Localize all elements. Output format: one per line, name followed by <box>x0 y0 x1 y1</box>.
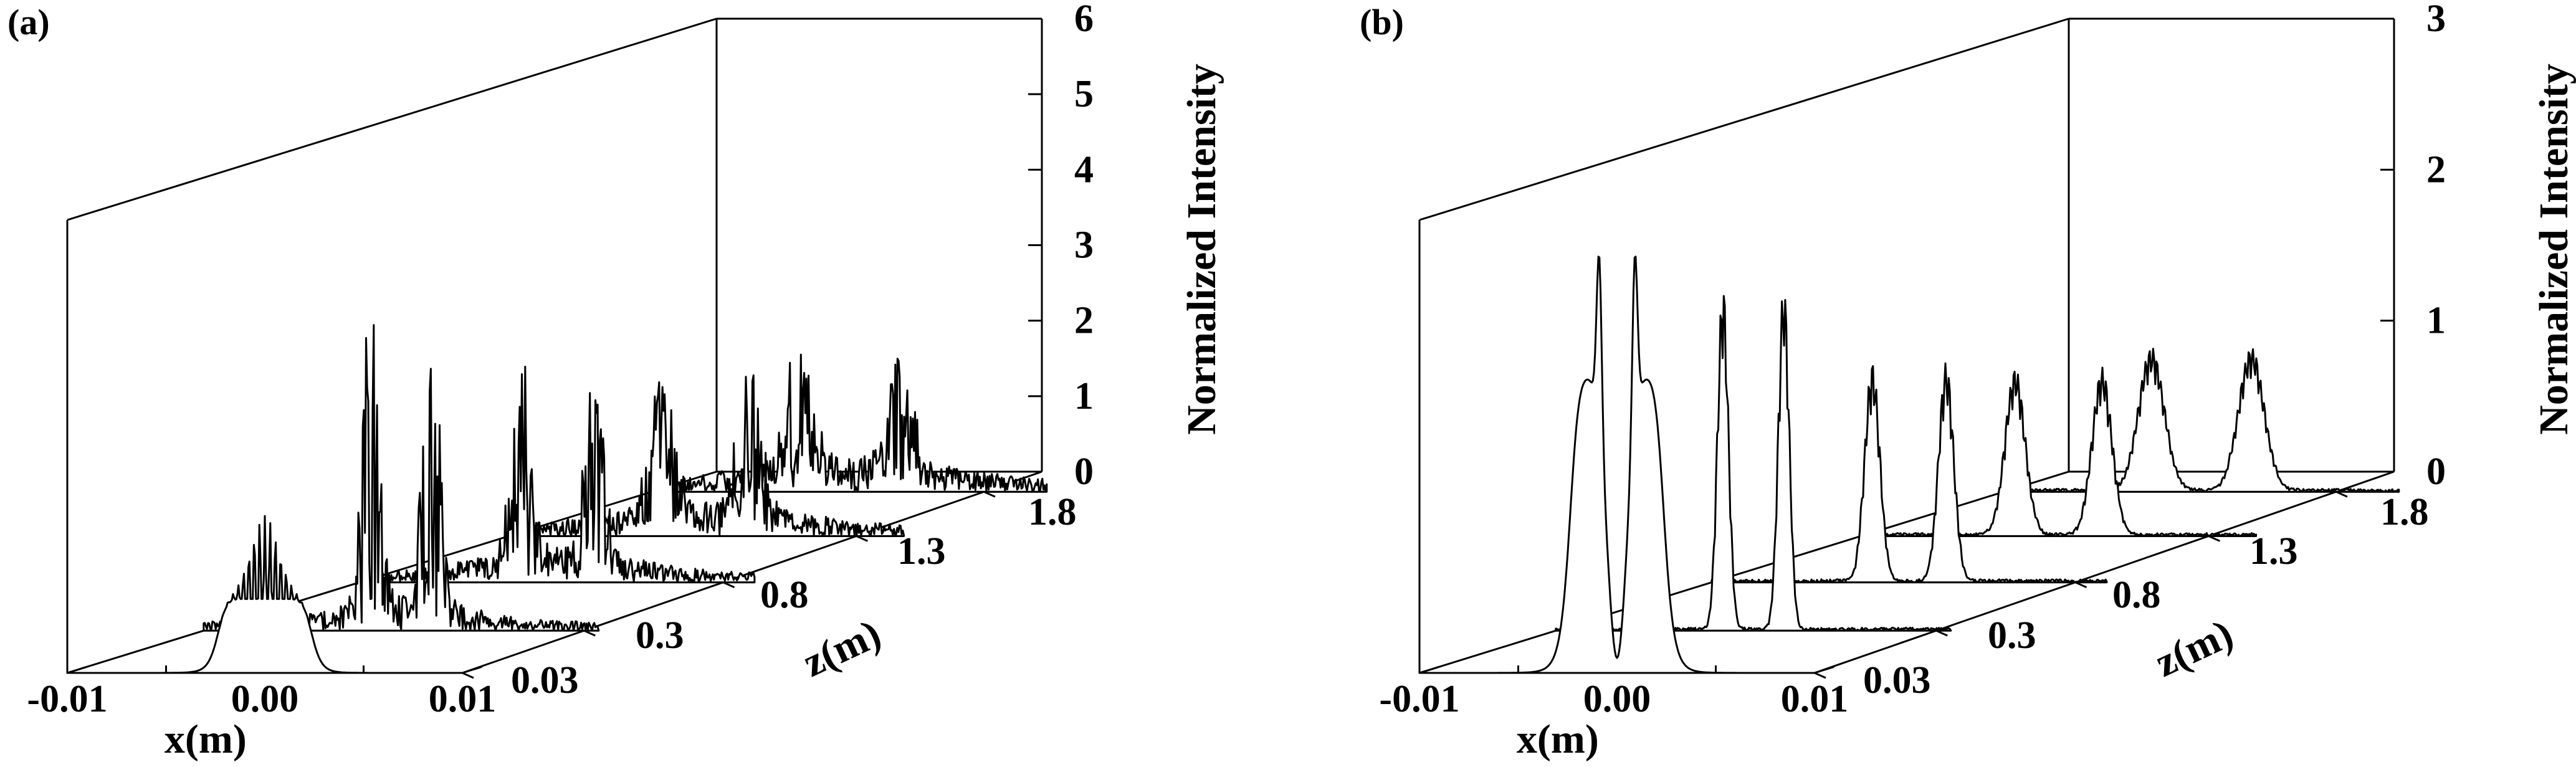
z-tick-label: 0.3 <box>1988 614 2036 657</box>
y-tick-label: 2 <box>2426 148 2446 191</box>
panel-b: -0.01 0.00 0.01 x(m) 0 1 2 3 Normalized Intensit… <box>1360 0 2576 762</box>
z-tick <box>462 672 474 679</box>
z-axis-title: z(m) <box>796 611 887 685</box>
x-tick <box>1419 665 1439 674</box>
y-axis-title: Normalized Intensity <box>1179 64 1224 435</box>
y-tick-label: 3 <box>2426 0 2446 40</box>
panel-a: -0.01 0.00 0.01 x(m) 0 1 2 3 4 5 6 Normalized Inten… <box>7 0 1224 762</box>
z-tick-label: 1.3 <box>897 530 946 573</box>
x-tick <box>462 665 482 674</box>
z-tick-label: 0.8 <box>2112 574 2161 616</box>
left-wall-top-edge <box>67 17 717 221</box>
y-tick-label: 0 <box>2426 450 2446 493</box>
y-axis-title: Normalized Intensity <box>2531 64 2576 435</box>
x-axis-title: x(m) <box>1517 717 1599 762</box>
y-tick-label: 4 <box>1074 148 1094 191</box>
x-tick <box>67 665 87 674</box>
y-tick-label: 2 <box>1074 300 1094 342</box>
x-tick <box>1814 665 1834 674</box>
intensity-profile-z-1.3 <box>508 374 905 537</box>
x-tick-label: -0.01 <box>1379 678 1459 720</box>
z-tick <box>1814 672 1826 679</box>
z-tick-label: 0.3 <box>636 614 684 657</box>
z-tick-label: 0.03 <box>1863 659 1931 702</box>
panel-label: (b) <box>1360 2 1404 42</box>
intensity-profile-z-0.8 <box>1710 362 2108 584</box>
y-tick-label: 6 <box>1074 0 1094 40</box>
intensity-profile-z-0.03 <box>66 515 464 674</box>
z-tick-label: 0.03 <box>511 659 579 702</box>
intensity-profile-z-0.03 <box>1418 255 1816 674</box>
y-tick-label: 1 <box>1074 375 1094 417</box>
x-axis-title: x(m) <box>165 717 247 762</box>
intensity-profile-z-1.3 <box>1860 366 2258 537</box>
x-tick-label: 0.01 <box>429 678 497 720</box>
x-tick-label: -0.01 <box>27 678 107 720</box>
z-axis-title: z(m) <box>2148 611 2240 685</box>
x-tick-label: 0.01 <box>1781 678 1849 720</box>
x-tick-label: 0.00 <box>1583 678 1651 720</box>
z-tick-label: 0.8 <box>760 574 809 616</box>
intensity-profile-z-1.8 <box>2003 348 2400 493</box>
intensity-profile-z-1.8 <box>651 353 1048 493</box>
z-tick-label: 1.8 <box>2380 491 2429 533</box>
x-tick-label: 0.00 <box>231 678 299 720</box>
y-tick-label: 5 <box>1074 73 1094 115</box>
z-tick-label: 1.3 <box>2249 530 2298 573</box>
y-tick-label: 1 <box>2426 300 2446 342</box>
left-wall-top-edge <box>1419 17 2069 221</box>
y-tick-label: 3 <box>1074 224 1094 267</box>
z-tick-label: 1.8 <box>1028 491 1077 533</box>
panel-label: (a) <box>7 2 50 42</box>
y-tick-label: 0 <box>1074 450 1094 493</box>
